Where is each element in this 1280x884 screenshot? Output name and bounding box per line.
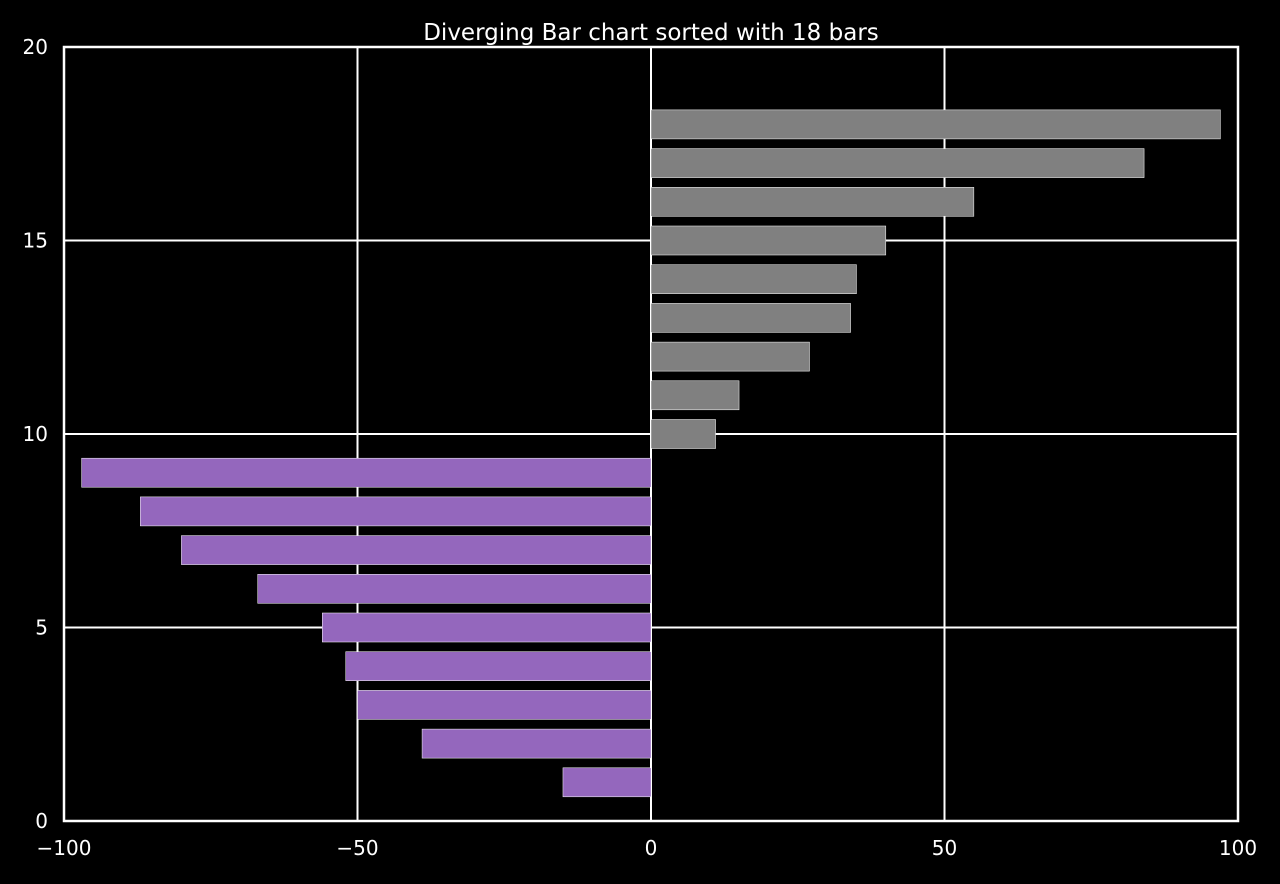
bar-positive [650,264,857,294]
bar-positive [650,187,975,217]
bars [81,109,1221,798]
y-tick-label: 15 [23,229,48,253]
bar-negative [81,457,652,488]
x-tick-label: −100 [37,836,92,860]
x-tick-label: 0 [645,836,658,860]
x-tick-label: 50 [932,836,957,860]
bar-negative [181,535,652,565]
y-tick-label: 10 [23,422,48,446]
x-tick-label: 100 [1219,836,1257,860]
bar-positive [650,303,851,333]
y-tick-label: 20 [23,35,48,59]
chart-title: Diverging Bar chart sorted with 18 bars [423,20,879,46]
bar-negative [257,574,652,604]
y-tick-label: 0 [35,809,48,833]
bar-positive [650,419,716,449]
x-tick-label: −50 [336,836,378,860]
y-tick-label: 5 [35,616,48,640]
bar-negative [421,728,652,759]
x-axis-ticks: −100 −50 0 50 100 [37,813,1257,860]
bar-positive [650,148,1145,178]
bar-negative [322,612,652,643]
bar-positive [650,380,740,411]
bar-negative [140,496,652,527]
bar-negative [357,690,652,720]
bar-positive [650,225,887,256]
bar-positive [650,109,1221,140]
bar-negative [562,767,652,798]
bar-positive [650,341,810,372]
y-axis-ticks: 0 5 10 15 20 [23,35,72,833]
bar-negative [345,651,652,681]
